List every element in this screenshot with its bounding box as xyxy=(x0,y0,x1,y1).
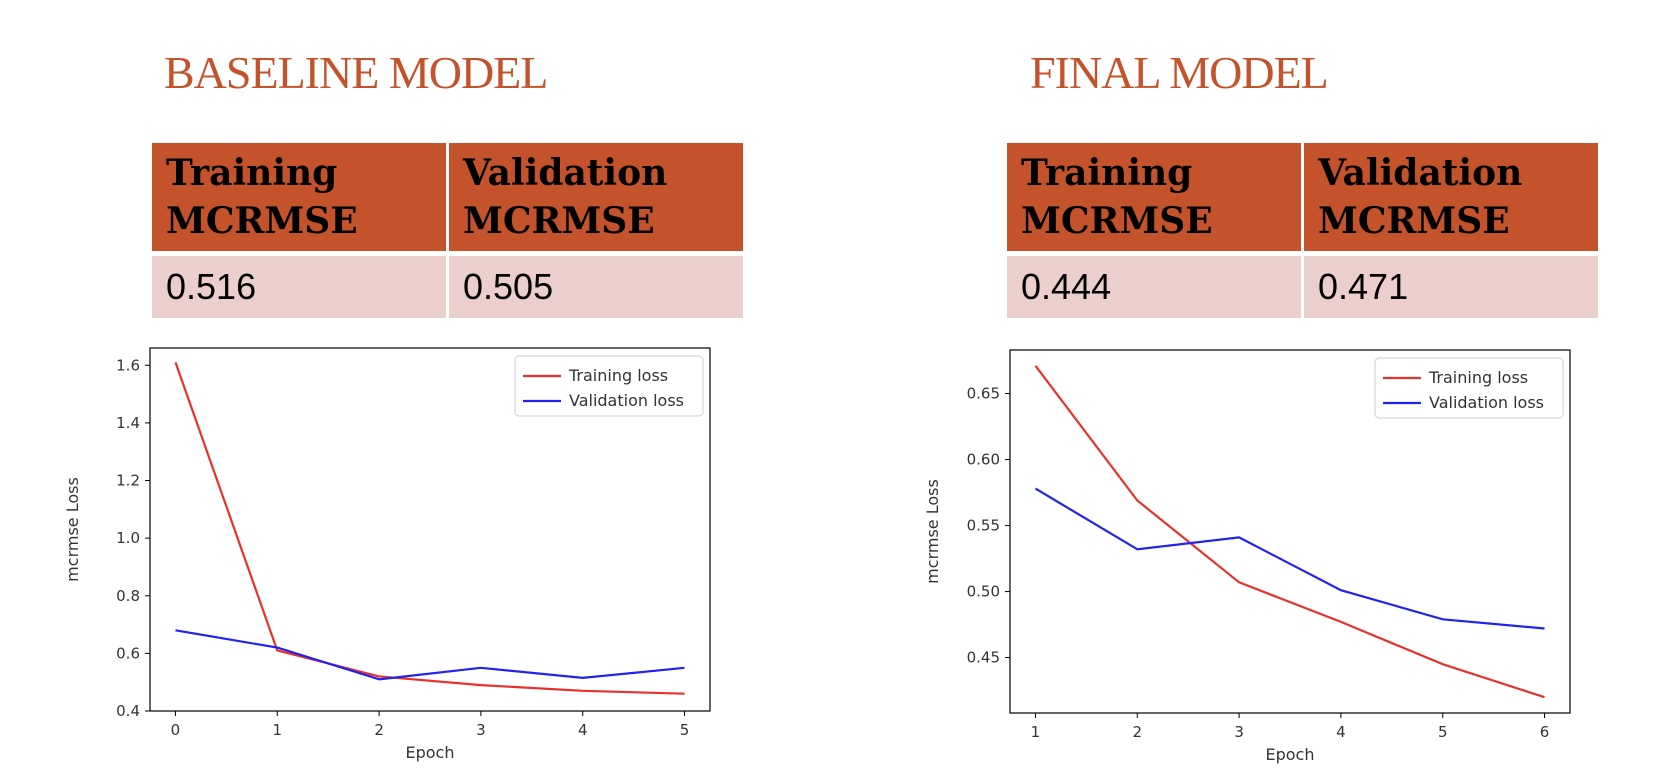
x-tick-label: 5 xyxy=(1438,723,1448,741)
legend-label: Training loss xyxy=(1428,368,1528,387)
plot-frame xyxy=(149,347,711,712)
series-line-validation xyxy=(175,629,685,681)
baseline-metrics-table: Training MCRMSE Validation MCRMSE 0.516 … xyxy=(149,138,746,323)
table-header-row: Training MCRMSE Validation MCRMSE xyxy=(1007,143,1598,251)
validation-mcrmse-value: 0.471 xyxy=(1304,256,1598,318)
baseline-model-title: BASELINE MODEL xyxy=(164,47,548,98)
legend-label: Validation loss xyxy=(1429,393,1544,412)
y-tick-label: 0.4 xyxy=(116,702,140,720)
table-header-row: Training MCRMSE Validation MCRMSE xyxy=(152,143,743,251)
x-axis-label: Epoch xyxy=(406,743,455,762)
legend-label: Training loss xyxy=(568,366,668,385)
x-tick-label: 1 xyxy=(1031,723,1041,741)
legend-box xyxy=(1374,357,1564,419)
series-line-training xyxy=(174,362,685,695)
y-tick-label: 0.8 xyxy=(116,587,140,605)
x-tick-label: 4 xyxy=(1336,723,1346,741)
x-tick-label: 4 xyxy=(578,721,588,739)
x-tick-label: 6 xyxy=(1540,723,1550,741)
x-axis-label: Epoch xyxy=(1266,745,1315,764)
training-mcrmse-header: Training MCRMSE xyxy=(1007,143,1301,251)
training-mcrmse-header: Training MCRMSE xyxy=(152,143,446,251)
final-metrics-table: Training MCRMSE Validation MCRMSE 0.444 … xyxy=(1004,138,1601,323)
x-tick-label: 2 xyxy=(1132,723,1142,741)
x-tick-label: 3 xyxy=(476,721,486,739)
y-tick-label: 1.6 xyxy=(116,356,140,374)
x-tick-label: 5 xyxy=(680,721,690,739)
x-tick-label: 2 xyxy=(374,721,384,739)
y-tick-label: 0.65 xyxy=(967,385,1000,403)
y-tick-label: 0.6 xyxy=(116,644,140,662)
series-line-validation xyxy=(1034,487,1545,630)
x-tick-label: 1 xyxy=(272,721,282,739)
table-value-row: 0.444 0.471 xyxy=(1007,256,1598,318)
y-tick-label: 1.0 xyxy=(116,529,140,547)
x-tick-label: 0 xyxy=(171,721,181,739)
y-axis-label: mcrmse Loss xyxy=(63,477,82,582)
final-model-title: FINAL MODEL xyxy=(1030,47,1329,98)
y-axis-label: mcrmse Loss xyxy=(923,479,942,584)
y-tick-label: 0.60 xyxy=(967,451,1000,469)
legend-label: Validation loss xyxy=(569,391,684,410)
y-tick-label: 0.50 xyxy=(967,583,1000,601)
training-mcrmse-value: 0.444 xyxy=(1007,256,1301,318)
y-tick-label: 0.55 xyxy=(967,517,1000,535)
x-tick-label: 3 xyxy=(1234,723,1244,741)
validation-mcrmse-header: Validation MCRMSE xyxy=(449,143,743,251)
series-line-training xyxy=(1034,365,1545,699)
plot-frame xyxy=(1009,349,1571,714)
training-mcrmse-value: 0.516 xyxy=(152,256,446,318)
y-tick-label: 1.4 xyxy=(116,414,140,432)
validation-mcrmse-header: Validation MCRMSE xyxy=(1304,143,1598,251)
y-tick-label: 1.2 xyxy=(116,472,140,490)
legend-box xyxy=(514,355,704,417)
validation-mcrmse-value: 0.505 xyxy=(449,256,743,318)
y-tick-label: 0.45 xyxy=(967,649,1000,667)
table-value-row: 0.516 0.505 xyxy=(152,256,743,318)
